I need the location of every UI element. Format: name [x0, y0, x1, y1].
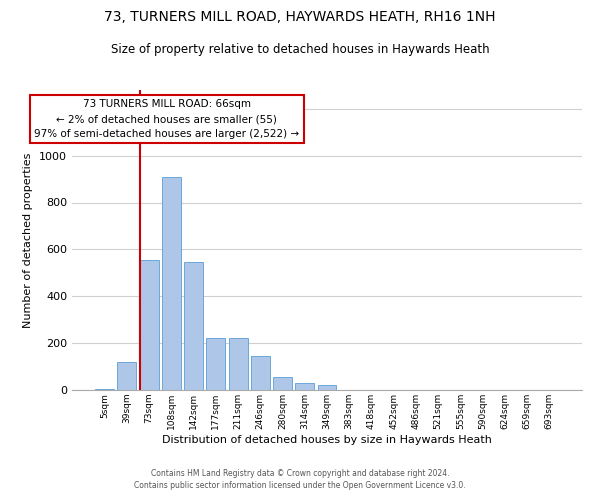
Bar: [184, 262, 203, 390]
Bar: [95, 389, 114, 390]
Text: Contains HM Land Registry data © Crown copyright and database right 2024.
Contai: Contains HM Land Registry data © Crown c…: [134, 469, 466, 490]
Bar: [295, 383, 314, 390]
Y-axis label: Number of detached properties: Number of detached properties: [23, 152, 34, 328]
Text: Size of property relative to detached houses in Haywards Heath: Size of property relative to detached ho…: [110, 42, 490, 56]
Bar: [229, 338, 248, 390]
Text: 73, TURNERS MILL ROAD, HAYWARDS HEATH, RH16 1NH: 73, TURNERS MILL ROAD, HAYWARDS HEATH, R…: [104, 10, 496, 24]
Bar: [162, 176, 181, 390]
Bar: [118, 362, 136, 390]
Bar: [206, 338, 225, 390]
Bar: [317, 386, 337, 390]
Bar: [273, 377, 292, 390]
X-axis label: Distribution of detached houses by size in Haywards Heath: Distribution of detached houses by size …: [162, 434, 492, 444]
Bar: [140, 260, 158, 390]
Text: 73 TURNERS MILL ROAD: 66sqm
← 2% of detached houses are smaller (55)
97% of semi: 73 TURNERS MILL ROAD: 66sqm ← 2% of deta…: [34, 100, 299, 139]
Bar: [251, 356, 270, 390]
